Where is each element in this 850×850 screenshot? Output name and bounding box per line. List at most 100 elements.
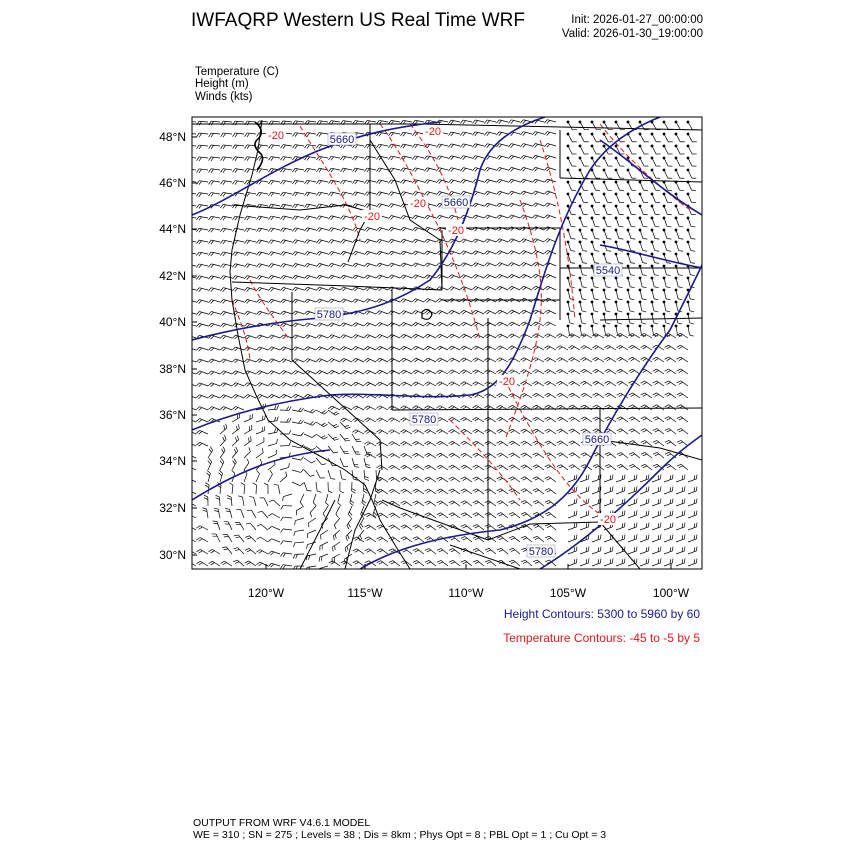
wind-barb: [650, 288, 659, 301]
wind-barb: [335, 505, 341, 518]
wind-barb: [267, 449, 277, 459]
wind-barb: [256, 334, 269, 340]
wind-barb: [352, 548, 365, 555]
wind-barb: [567, 546, 578, 555]
wind-barb: [304, 346, 317, 351]
wind-barb: [638, 300, 647, 313]
wind-barb: [364, 286, 377, 292]
wind-barb: [364, 369, 377, 375]
wind-barb: [400, 274, 413, 280]
wind-barb: [192, 227, 197, 231]
wind-barb: [627, 498, 638, 507]
wind-barb: [192, 120, 197, 123]
wind-barb: [304, 239, 317, 244]
wind-barb: [268, 394, 281, 399]
wind-barb: [280, 191, 293, 197]
wind-barb: [508, 369, 521, 375]
wind-barb: [320, 529, 329, 540]
wind-barb: [664, 463, 677, 471]
wind-barb: [196, 180, 209, 185]
wind-barb: [460, 119, 473, 125]
wind-barb: [388, 476, 401, 483]
wind-barb: [192, 489, 197, 495]
wind-barb: [364, 203, 377, 208]
wind-barb: [331, 553, 341, 563]
wind-barb: [615, 486, 626, 495]
wind-barb: [273, 483, 281, 495]
wind-barb: [472, 321, 485, 327]
wind-barb: [508, 440, 521, 447]
wind-barb: [663, 546, 674, 555]
wind-barb: [448, 476, 461, 483]
wind-barb: [245, 535, 257, 543]
wind-barb: [340, 155, 353, 161]
temperature-contour: [379, 123, 481, 341]
wind-barb: [651, 546, 662, 555]
wind-barb: [651, 558, 662, 567]
wind-barb: [460, 191, 473, 196]
wind-barb: [639, 498, 650, 507]
wind-barb: [674, 132, 685, 143]
border-line: [487, 521, 601, 541]
wind-barb: [232, 132, 245, 138]
wind-barb: [234, 521, 245, 531]
wind-barb: [496, 488, 509, 495]
wind-barb: [686, 240, 696, 252]
wind-barb: [663, 498, 674, 507]
wind-barb: [544, 143, 557, 148]
wind-barb: [280, 382, 293, 387]
wind-barb: [472, 381, 485, 387]
wind-barb: [484, 179, 497, 184]
wind-barb: [280, 310, 293, 316]
wind-barb: [304, 274, 317, 280]
wind-barb: [304, 132, 317, 137]
wind-barb: [578, 216, 588, 228]
wind-barb: [496, 524, 509, 531]
wind-barb: [639, 546, 650, 555]
wind-barb: [267, 438, 278, 447]
wind-barb: [484, 238, 497, 244]
wind-barb: [579, 546, 590, 555]
wind-barb: [232, 263, 245, 268]
wind-barb: [566, 312, 575, 325]
wind-barb: [280, 263, 293, 268]
wind-barb: [256, 191, 269, 197]
wind-barb: [544, 369, 557, 375]
wind-barb: [268, 180, 281, 185]
wind-barb: [568, 345, 581, 351]
wind-barb: [614, 156, 625, 167]
wind-barb: [351, 433, 362, 442]
wind-barb: [532, 452, 545, 459]
wind-barb: [640, 416, 653, 423]
wind-barb: [568, 440, 581, 447]
wind-barb: [520, 476, 533, 483]
wind-barb: [532, 523, 545, 531]
wind-barb: [567, 558, 578, 567]
wind-barb: [484, 547, 497, 555]
wind-barb: [578, 264, 587, 276]
wind-barb: [220, 144, 233, 150]
wind-barb: [580, 333, 593, 339]
wind-barb: [196, 168, 209, 174]
wind-barb: [212, 520, 221, 531]
wind-barb: [192, 180, 197, 183]
wind-barb: [412, 560, 425, 567]
wind-barb: [616, 416, 629, 423]
wind-barb: [602, 300, 611, 313]
wind-barb: [196, 275, 209, 281]
wind-barb: [388, 524, 401, 531]
wind-barb: [364, 322, 377, 327]
wind-barb: [484, 131, 497, 137]
wind-barb: [566, 252, 576, 264]
wind-barb: [315, 481, 322, 493]
wind-barb: [220, 168, 233, 173]
wind-barb: [424, 441, 437, 447]
wind-barb: [568, 380, 581, 387]
wind-barb: [484, 250, 497, 255]
wind-barb: [292, 382, 305, 387]
wind-barb: [328, 298, 341, 304]
wind-barb: [352, 405, 365, 411]
wind-barb: [293, 541, 305, 548]
wind-barb: [687, 486, 698, 495]
wind-barb: [196, 358, 209, 364]
